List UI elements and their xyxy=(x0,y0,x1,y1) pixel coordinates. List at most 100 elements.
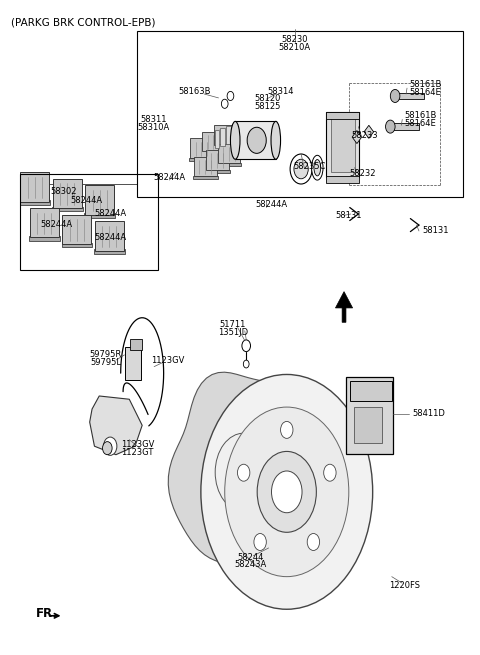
Bar xyxy=(216,163,241,166)
Bar xyxy=(331,117,355,172)
Bar xyxy=(62,215,91,244)
Bar xyxy=(94,250,124,253)
Circle shape xyxy=(215,433,273,512)
Bar xyxy=(30,208,59,238)
Bar xyxy=(201,151,226,155)
Circle shape xyxy=(390,90,400,102)
Text: 58163B: 58163B xyxy=(179,87,211,96)
Text: 58310A: 58310A xyxy=(137,122,169,132)
Text: 58244: 58244 xyxy=(237,553,264,561)
Circle shape xyxy=(385,120,395,133)
Circle shape xyxy=(227,92,234,100)
Bar xyxy=(393,93,424,99)
Bar xyxy=(217,143,240,163)
Text: 1123GV: 1123GV xyxy=(120,440,154,449)
Bar xyxy=(193,176,217,179)
Bar xyxy=(326,112,360,178)
Text: 1123GT: 1123GT xyxy=(121,448,154,457)
Bar xyxy=(232,124,237,142)
Bar xyxy=(53,179,82,208)
Circle shape xyxy=(254,534,266,550)
Text: 1220FS: 1220FS xyxy=(389,580,420,590)
Circle shape xyxy=(104,437,117,455)
Bar xyxy=(215,130,219,148)
Bar xyxy=(85,185,114,215)
Circle shape xyxy=(281,421,293,438)
Text: 58131: 58131 xyxy=(336,211,362,220)
Circle shape xyxy=(294,159,308,179)
Text: 58120: 58120 xyxy=(254,94,281,103)
Text: 58244A: 58244A xyxy=(94,209,126,218)
Bar xyxy=(95,221,123,251)
Bar xyxy=(213,145,238,148)
Polygon shape xyxy=(336,291,353,322)
Text: 58314: 58314 xyxy=(267,87,294,96)
Text: 58244A: 58244A xyxy=(94,233,126,242)
Circle shape xyxy=(272,471,302,513)
Polygon shape xyxy=(168,372,319,572)
Bar xyxy=(388,123,419,130)
Circle shape xyxy=(221,99,228,108)
Bar xyxy=(84,214,115,218)
Bar xyxy=(189,158,214,161)
Circle shape xyxy=(201,375,372,609)
Bar xyxy=(347,377,393,454)
Text: 58161B: 58161B xyxy=(409,80,442,88)
Ellipse shape xyxy=(314,160,321,176)
Bar xyxy=(124,347,141,380)
Bar xyxy=(204,170,229,173)
Text: 59795L: 59795L xyxy=(90,358,121,367)
Circle shape xyxy=(324,464,336,481)
Ellipse shape xyxy=(230,121,240,159)
Bar xyxy=(235,121,276,159)
Bar xyxy=(29,236,60,241)
Text: 58233: 58233 xyxy=(352,130,378,140)
Bar xyxy=(326,112,360,119)
Bar xyxy=(20,200,50,205)
Circle shape xyxy=(243,360,249,368)
Text: 58244A: 58244A xyxy=(255,200,287,210)
Bar xyxy=(52,207,83,212)
Text: 59795R: 59795R xyxy=(89,350,121,360)
Polygon shape xyxy=(352,130,362,143)
Text: 58164E: 58164E xyxy=(405,119,436,128)
Circle shape xyxy=(242,340,251,352)
Bar xyxy=(130,339,142,350)
Text: 58161B: 58161B xyxy=(405,111,437,120)
Circle shape xyxy=(247,127,266,153)
Bar xyxy=(202,132,225,151)
Bar xyxy=(350,381,392,401)
Text: 1123GV: 1123GV xyxy=(151,356,184,365)
Text: 58164E: 58164E xyxy=(409,88,441,96)
Polygon shape xyxy=(90,396,142,455)
Text: 58210A: 58210A xyxy=(279,43,311,52)
Bar xyxy=(21,172,49,202)
Bar xyxy=(21,174,158,270)
Text: 51711: 51711 xyxy=(220,320,246,329)
Circle shape xyxy=(225,407,349,576)
Bar xyxy=(190,138,213,158)
Bar xyxy=(137,31,463,197)
Circle shape xyxy=(103,441,112,455)
Bar xyxy=(326,176,360,183)
Text: (PARKG BRK CONTROL-EPB): (PARKG BRK CONTROL-EPB) xyxy=(11,18,156,28)
Circle shape xyxy=(238,464,250,481)
Text: FR.: FR. xyxy=(36,607,58,620)
Text: 1351JD: 1351JD xyxy=(218,328,248,337)
Text: 58244A: 58244A xyxy=(70,196,102,205)
Circle shape xyxy=(307,534,320,550)
Text: 58411D: 58411D xyxy=(413,409,445,418)
Circle shape xyxy=(290,154,312,184)
Text: 58230: 58230 xyxy=(282,35,308,44)
Text: 58125: 58125 xyxy=(254,102,281,111)
Text: 58302: 58302 xyxy=(50,187,77,196)
Bar xyxy=(214,125,237,145)
Circle shape xyxy=(257,451,316,533)
Text: 58131: 58131 xyxy=(422,227,449,235)
Text: 58244A: 58244A xyxy=(153,173,185,182)
Bar xyxy=(61,243,92,248)
Ellipse shape xyxy=(312,155,323,180)
Bar xyxy=(354,407,382,443)
Bar xyxy=(220,128,225,146)
Text: 58244A: 58244A xyxy=(40,220,72,229)
